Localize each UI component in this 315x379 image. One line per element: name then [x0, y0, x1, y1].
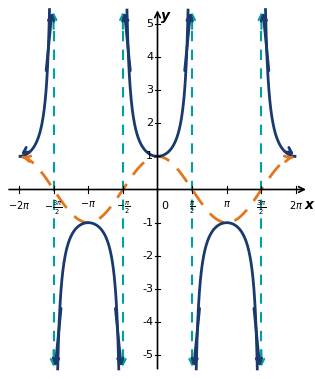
Text: $\frac{3\pi}{2}$: $\frac{3\pi}{2}$ [256, 199, 267, 217]
Text: $\pi$: $\pi$ [223, 199, 231, 209]
Text: -3: -3 [142, 284, 153, 294]
Text: $2\pi$: $2\pi$ [289, 199, 303, 211]
Text: 2: 2 [146, 118, 153, 128]
Text: 5: 5 [146, 19, 153, 29]
Text: 4: 4 [146, 52, 153, 62]
Text: y: y [161, 9, 170, 23]
Text: 1: 1 [146, 151, 153, 161]
Text: $0$: $0$ [161, 199, 169, 211]
Text: $-\frac{\pi}{2}$: $-\frac{\pi}{2}$ [116, 199, 130, 216]
Text: $-\frac{3\pi}{2}$: $-\frac{3\pi}{2}$ [44, 199, 63, 217]
Text: -2: -2 [142, 251, 153, 261]
Text: -1: -1 [142, 218, 153, 228]
Text: $-2\pi$: $-2\pi$ [8, 199, 30, 211]
Text: 3: 3 [146, 85, 153, 95]
Text: $-\pi$: $-\pi$ [80, 199, 96, 209]
Text: -4: -4 [142, 317, 153, 327]
Text: -5: -5 [142, 350, 153, 360]
Text: $\frac{\pi}{2}$: $\frac{\pi}{2}$ [189, 199, 195, 216]
Text: x: x [305, 198, 314, 212]
